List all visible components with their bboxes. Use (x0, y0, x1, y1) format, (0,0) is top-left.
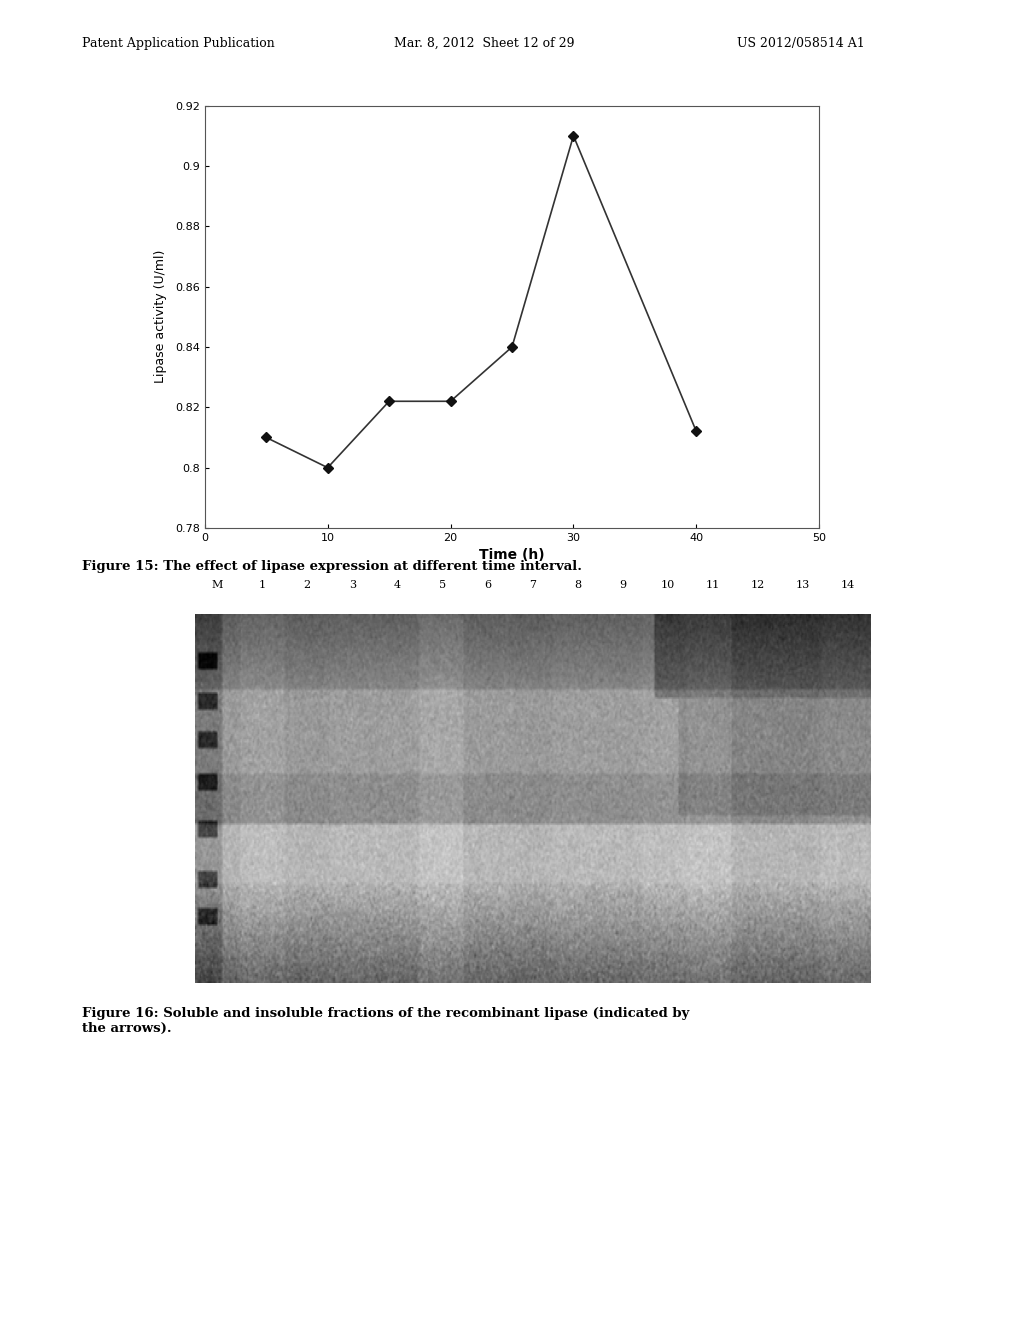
Text: Mar. 8, 2012  Sheet 12 of 29: Mar. 8, 2012 Sheet 12 of 29 (394, 37, 574, 50)
Text: 2: 2 (304, 581, 310, 590)
Text: 5: 5 (439, 581, 445, 590)
Text: Figure 16: Soluble and insoluble fractions of the recombinant lipase (indicated : Figure 16: Soluble and insoluble fractio… (82, 1007, 689, 1035)
Text: 10: 10 (660, 581, 675, 590)
Text: 1: 1 (259, 581, 265, 590)
Text: 12: 12 (751, 581, 765, 590)
Text: 3: 3 (349, 581, 355, 590)
Text: 4: 4 (394, 581, 400, 590)
Text: 11: 11 (706, 581, 720, 590)
Text: Patent Application Publication: Patent Application Publication (82, 37, 274, 50)
Text: 7: 7 (529, 581, 536, 590)
Text: 9: 9 (620, 581, 626, 590)
Text: 14: 14 (841, 581, 855, 590)
Y-axis label: Lipase activity (U/ml): Lipase activity (U/ml) (154, 249, 167, 384)
Text: 6: 6 (484, 581, 490, 590)
X-axis label: Time (h): Time (h) (479, 548, 545, 562)
Text: US 2012/058514 A1: US 2012/058514 A1 (737, 37, 865, 50)
Text: 8: 8 (574, 581, 581, 590)
Text: M: M (211, 581, 223, 590)
Text: 13: 13 (796, 581, 810, 590)
Text: Figure 15: The effect of lipase expression at different time interval.: Figure 15: The effect of lipase expressi… (82, 560, 582, 573)
